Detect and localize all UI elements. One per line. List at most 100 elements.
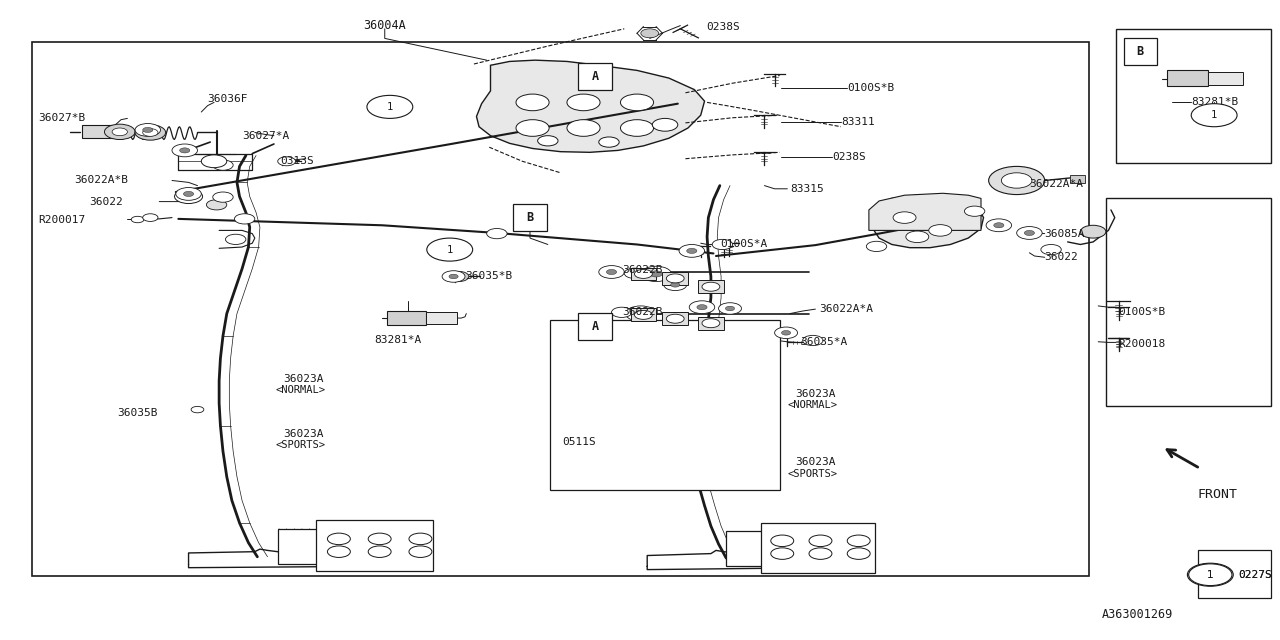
Bar — [425, 312, 457, 324]
Polygon shape — [874, 195, 983, 248]
Circle shape — [718, 303, 741, 314]
Circle shape — [809, 535, 832, 547]
Bar — [278, 529, 365, 564]
Circle shape — [625, 268, 645, 278]
Bar — [698, 280, 723, 293]
Circle shape — [410, 533, 431, 545]
Circle shape — [929, 225, 952, 236]
Bar — [1106, 198, 1271, 406]
Text: 36022B: 36022B — [622, 307, 662, 317]
Bar — [631, 268, 657, 280]
Text: 36023A: 36023A — [795, 457, 836, 467]
Text: 36023A: 36023A — [283, 429, 324, 439]
Circle shape — [486, 228, 507, 239]
Text: A363001269: A363001269 — [1102, 608, 1174, 621]
Circle shape — [701, 319, 719, 328]
Circle shape — [712, 239, 732, 250]
Circle shape — [774, 327, 797, 339]
Bar — [388, 311, 425, 325]
Text: 36022: 36022 — [90, 196, 123, 207]
Bar — [663, 272, 687, 285]
Circle shape — [105, 124, 136, 140]
Circle shape — [635, 310, 653, 319]
Text: 36027*A: 36027*A — [242, 131, 289, 141]
Circle shape — [136, 125, 165, 140]
Text: B: B — [1137, 45, 1144, 58]
Circle shape — [607, 269, 617, 275]
Text: <SPORTS>: <SPORTS> — [787, 468, 837, 479]
Text: 0100S*A: 0100S*A — [719, 239, 767, 250]
Text: <NORMAL>: <NORMAL> — [787, 400, 837, 410]
Circle shape — [142, 214, 157, 221]
Text: 36085A: 36085A — [1044, 228, 1085, 239]
Circle shape — [212, 160, 233, 170]
Circle shape — [964, 206, 984, 216]
Circle shape — [212, 192, 233, 202]
Circle shape — [641, 266, 672, 282]
Circle shape — [175, 188, 201, 200]
Text: 1: 1 — [1207, 570, 1213, 580]
Circle shape — [1041, 244, 1061, 255]
Text: 83281*B: 83281*B — [1192, 97, 1239, 108]
Text: 36022B: 36022B — [622, 265, 662, 275]
Circle shape — [132, 216, 143, 223]
Text: 83311: 83311 — [841, 116, 874, 127]
Circle shape — [626, 306, 657, 321]
Circle shape — [1189, 564, 1231, 586]
Circle shape — [278, 157, 296, 166]
Text: <SPORTS>: <SPORTS> — [275, 440, 325, 451]
Circle shape — [689, 301, 714, 314]
Circle shape — [234, 214, 255, 224]
Circle shape — [172, 144, 197, 157]
Circle shape — [516, 94, 549, 111]
Circle shape — [1188, 563, 1233, 586]
Circle shape — [671, 282, 680, 287]
Circle shape — [516, 120, 549, 136]
Text: 36022: 36022 — [1044, 252, 1079, 262]
Bar — [82, 125, 120, 138]
Circle shape — [191, 406, 204, 413]
Text: 36035*B: 36035*B — [465, 271, 512, 282]
Text: R200018: R200018 — [1119, 339, 1166, 349]
Circle shape — [641, 29, 659, 38]
Circle shape — [726, 306, 735, 311]
Bar — [513, 204, 547, 231]
Text: 36036F: 36036F — [207, 94, 248, 104]
Text: R200017: R200017 — [38, 214, 86, 225]
Bar — [1116, 29, 1271, 163]
Circle shape — [680, 244, 704, 257]
Circle shape — [538, 136, 558, 146]
Bar — [1198, 550, 1271, 598]
Text: 36023A: 36023A — [283, 374, 324, 384]
Bar — [631, 308, 657, 321]
Text: 36035B: 36035B — [118, 408, 157, 418]
Text: 0238S: 0238S — [705, 22, 740, 32]
Circle shape — [867, 241, 887, 252]
Bar — [579, 63, 612, 90]
Bar — [1070, 175, 1085, 183]
Bar — [550, 320, 780, 490]
Circle shape — [782, 330, 791, 335]
Text: 36022A*A: 36022A*A — [1029, 179, 1083, 189]
Circle shape — [664, 279, 686, 291]
Text: FRONT: FRONT — [1198, 488, 1238, 500]
Text: 36022A*A: 36022A*A — [819, 304, 873, 314]
Circle shape — [635, 310, 646, 317]
Circle shape — [449, 274, 458, 279]
Circle shape — [410, 546, 431, 557]
Polygon shape — [476, 60, 704, 152]
Bar — [1208, 72, 1243, 85]
Bar — [316, 520, 433, 571]
Circle shape — [179, 148, 189, 153]
Circle shape — [442, 271, 465, 282]
Text: 36022A*B: 36022A*B — [74, 175, 128, 186]
Circle shape — [1024, 230, 1034, 236]
Text: <NORMAL>: <NORMAL> — [275, 385, 325, 396]
Circle shape — [201, 155, 227, 168]
Circle shape — [803, 335, 823, 346]
Circle shape — [696, 305, 707, 310]
Circle shape — [771, 535, 794, 547]
Circle shape — [136, 124, 160, 136]
Circle shape — [426, 238, 472, 261]
Circle shape — [650, 271, 662, 277]
